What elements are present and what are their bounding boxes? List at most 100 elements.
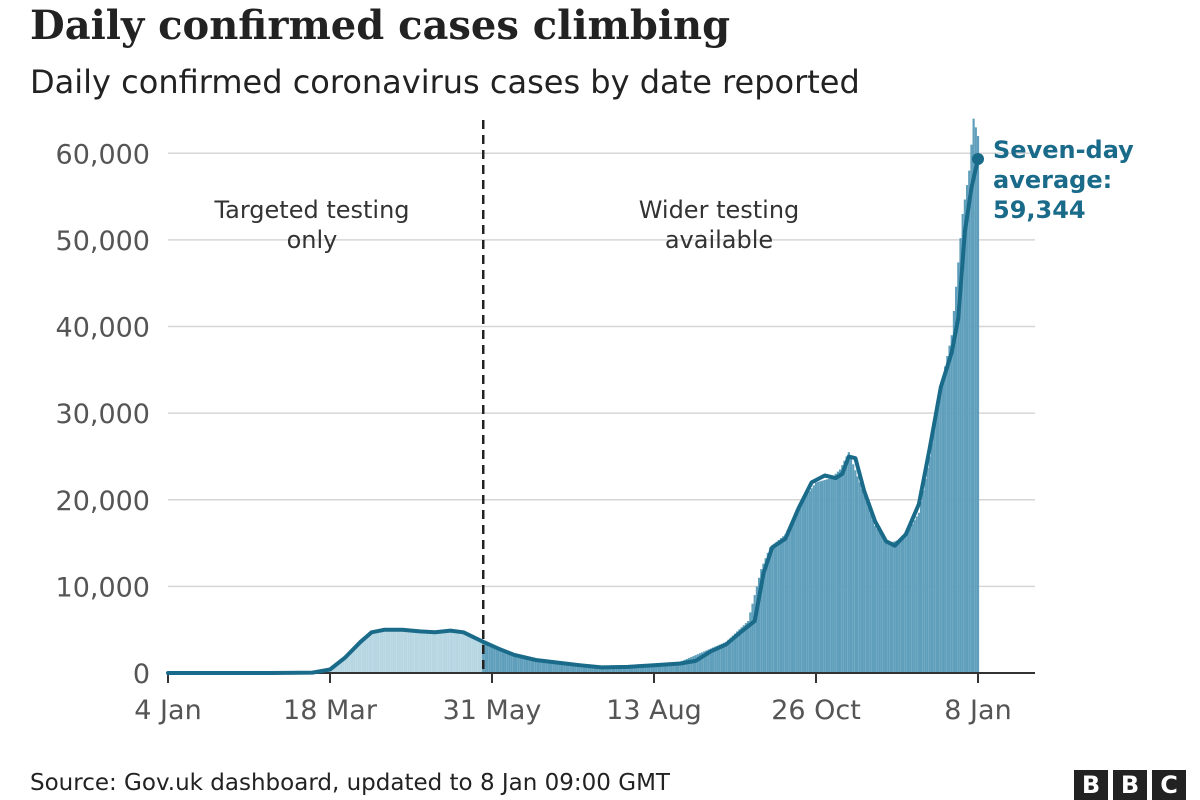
daily-case-bar (637, 665, 640, 673)
daily-case-bar (736, 631, 739, 673)
daily-case-bar (508, 653, 511, 673)
daily-case-bar (845, 456, 848, 673)
daily-case-bar (749, 612, 752, 673)
daily-case-bar (766, 552, 769, 673)
daily-case-bar (714, 646, 717, 673)
daily-case-bar (613, 666, 616, 673)
daily-case-bar (552, 661, 555, 673)
daily-case-bar (974, 127, 977, 673)
daily-case-bar (957, 262, 960, 673)
daily-case-bar (948, 345, 951, 673)
daily-case-bar (924, 478, 927, 673)
daily-case-bar (475, 638, 478, 673)
daily-case-bar (661, 663, 664, 673)
daily-case-bar (414, 630, 417, 673)
daily-case-bar (909, 527, 912, 673)
daily-case-bar (436, 631, 439, 673)
daily-case-bar (335, 663, 338, 673)
daily-case-bar (501, 650, 505, 673)
daily-case-bar (652, 664, 656, 673)
daily-case-bar (884, 540, 888, 673)
daily-case-bar (797, 508, 800, 673)
daily-case-bar (394, 629, 397, 673)
daily-case-bar (580, 665, 583, 673)
daily-case-bar (609, 666, 612, 673)
daily-case-bar (867, 507, 870, 673)
daily-case-bar (532, 658, 535, 673)
wider-testing-label: Wider testing (639, 196, 800, 224)
daily-case-bar (687, 657, 691, 673)
daily-case-bar (880, 534, 883, 673)
daily-case-bar (965, 185, 969, 673)
daily-case-bar (620, 666, 623, 673)
daily-case-bar (731, 635, 734, 673)
daily-case-bar (799, 504, 802, 673)
seven-day-average-marker (972, 152, 984, 165)
daily-case-bar (860, 488, 864, 673)
daily-case-bar (676, 661, 680, 673)
daily-case-bar (841, 465, 844, 673)
daily-case-bar (784, 534, 787, 673)
daily-case-bar (906, 531, 910, 673)
daily-case-bar (690, 657, 693, 673)
daily-case-bar (510, 653, 513, 673)
daily-case-bar (624, 666, 627, 673)
daily-case-bar (751, 603, 754, 673)
daily-case-bar (895, 540, 899, 673)
daily-case-bar (366, 636, 369, 673)
daily-case-bar (368, 634, 371, 673)
daily-case-bar (388, 629, 391, 673)
daily-case-bar (604, 666, 607, 673)
daily-case-bar (712, 647, 715, 673)
daily-case-bar (444, 631, 448, 673)
daily-case-bar (427, 632, 430, 673)
y-tick-label: 50,000 (56, 226, 150, 257)
seven-day-average-label: average: (993, 166, 1112, 194)
daily-case-bar (694, 655, 697, 673)
daily-case-bar (466, 635, 470, 673)
daily-case-bar (926, 467, 929, 673)
daily-case-bar (556, 662, 559, 673)
daily-case-bar (377, 630, 380, 673)
daily-case-bar (363, 638, 367, 673)
daily-case-bar (722, 642, 726, 673)
daily-case-bar (423, 631, 426, 673)
daily-case-bar (937, 401, 940, 673)
cases-chart: 0 10,000 20,000 30,000 40,000 50,000 60,000 4 J… (56, 118, 1134, 726)
daily-case-bar (725, 641, 728, 673)
daily-case-bar (539, 659, 542, 673)
daily-case-bar (488, 644, 491, 673)
bbc-logo-block: B (1113, 770, 1147, 800)
daily-case-bar (703, 651, 706, 673)
daily-case-bar (819, 481, 822, 673)
daily-case-bar (550, 661, 553, 673)
daily-case-bar (933, 428, 936, 673)
daily-case-bar (753, 595, 756, 673)
daily-case-bar (517, 655, 520, 673)
daily-case-bar (615, 666, 618, 673)
daily-case-bar (403, 629, 406, 673)
daily-case-bar (773, 543, 776, 673)
daily-case-bar (803, 496, 807, 673)
daily-case-bar (900, 539, 903, 673)
daily-case-bar (370, 632, 373, 673)
daily-case-bar (915, 516, 918, 673)
daily-case-bar (828, 478, 831, 673)
y-tick-label: 60,000 (56, 139, 150, 170)
daily-case-bar (941, 376, 945, 673)
x-tick-label: 18 Mar (283, 695, 378, 726)
daily-case-bar (727, 639, 730, 673)
daily-case-bar (337, 662, 340, 673)
daily-case-bar (793, 517, 796, 673)
wider-testing-label: available (665, 226, 773, 254)
daily-case-bar (790, 521, 794, 673)
x-tick-label: 13 Aug (606, 695, 702, 726)
daily-case-bar (806, 493, 809, 673)
daily-case-bar (970, 144, 973, 673)
daily-case-bar (852, 464, 855, 673)
daily-case-bar (401, 629, 404, 673)
chart-title: Daily confirmed cases climbing (30, 2, 731, 49)
daily-case-bar (887, 543, 890, 673)
daily-case-bar (755, 586, 758, 673)
daily-case-bar (390, 629, 393, 673)
